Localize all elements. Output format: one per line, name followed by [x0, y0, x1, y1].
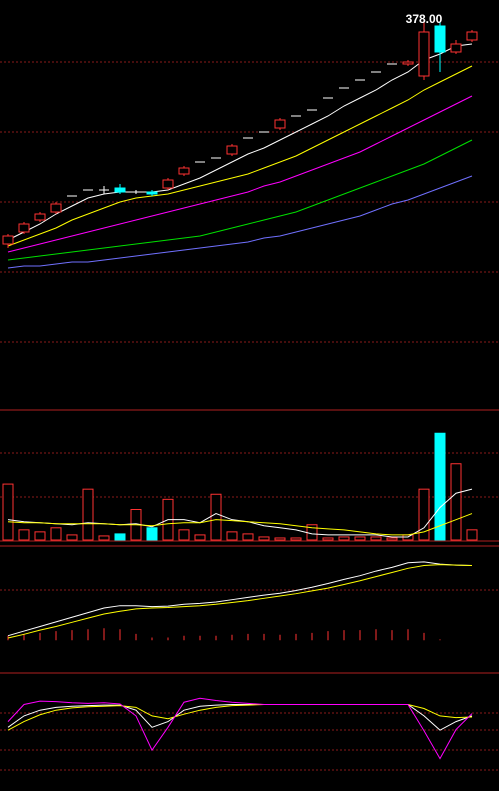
volume-bar	[50, 527, 62, 541]
volume-bar	[18, 529, 30, 541]
indicator-line	[7, 139, 473, 261]
volume-bar	[82, 488, 94, 541]
indicator-line	[7, 43, 473, 241]
candle-body	[162, 179, 174, 189]
volume-bar	[386, 537, 398, 541]
candle-body	[146, 191, 158, 195]
volume-bar	[370, 536, 382, 541]
volume-bar	[338, 536, 350, 541]
indicator-line	[7, 564, 473, 639]
volume-bar	[258, 536, 270, 541]
candle-body	[18, 223, 30, 233]
volume-bar	[2, 483, 14, 541]
candle-body	[418, 31, 430, 77]
candle-body	[114, 187, 126, 193]
indicator-line	[7, 65, 473, 247]
volume-bar	[450, 463, 462, 541]
indicator-line	[7, 513, 473, 536]
indicator-line	[7, 697, 473, 760]
volume-bar	[210, 493, 222, 541]
candle-body	[50, 203, 62, 213]
grid	[0, 61, 499, 771]
max-price-label: 378.00	[406, 12, 443, 26]
volume-bar	[194, 534, 206, 541]
volume-bar	[242, 533, 254, 541]
volume-bar	[66, 534, 78, 541]
volume-bar	[402, 534, 414, 541]
indicator-line	[7, 488, 473, 538]
volume-bar	[146, 527, 158, 541]
volume-bar	[34, 531, 46, 541]
candle-body	[178, 167, 190, 175]
volume-bar	[322, 537, 334, 541]
indicator-line	[7, 704, 473, 731]
volume-bar	[226, 531, 238, 541]
volume-bar	[178, 529, 190, 541]
volume-bar	[290, 537, 302, 541]
candle-body	[402, 61, 414, 65]
candle-body	[274, 119, 286, 129]
volume-bar	[114, 533, 126, 541]
candle-body	[2, 235, 14, 245]
indicator-line	[7, 95, 473, 253]
indicator-line	[7, 704, 473, 731]
indicator-line	[7, 561, 473, 637]
candle-body	[434, 25, 446, 53]
indicator-line	[7, 175, 473, 269]
volume-bar	[274, 537, 286, 541]
candle-body	[466, 31, 478, 41]
candle-body	[34, 213, 46, 221]
volume-bar	[354, 536, 366, 541]
volume-bar	[466, 529, 478, 541]
candle-body	[450, 43, 462, 53]
volume-bar	[98, 535, 110, 541]
volume-bar	[434, 432, 446, 541]
candle-body	[226, 145, 238, 155]
volume-bar	[418, 488, 430, 541]
